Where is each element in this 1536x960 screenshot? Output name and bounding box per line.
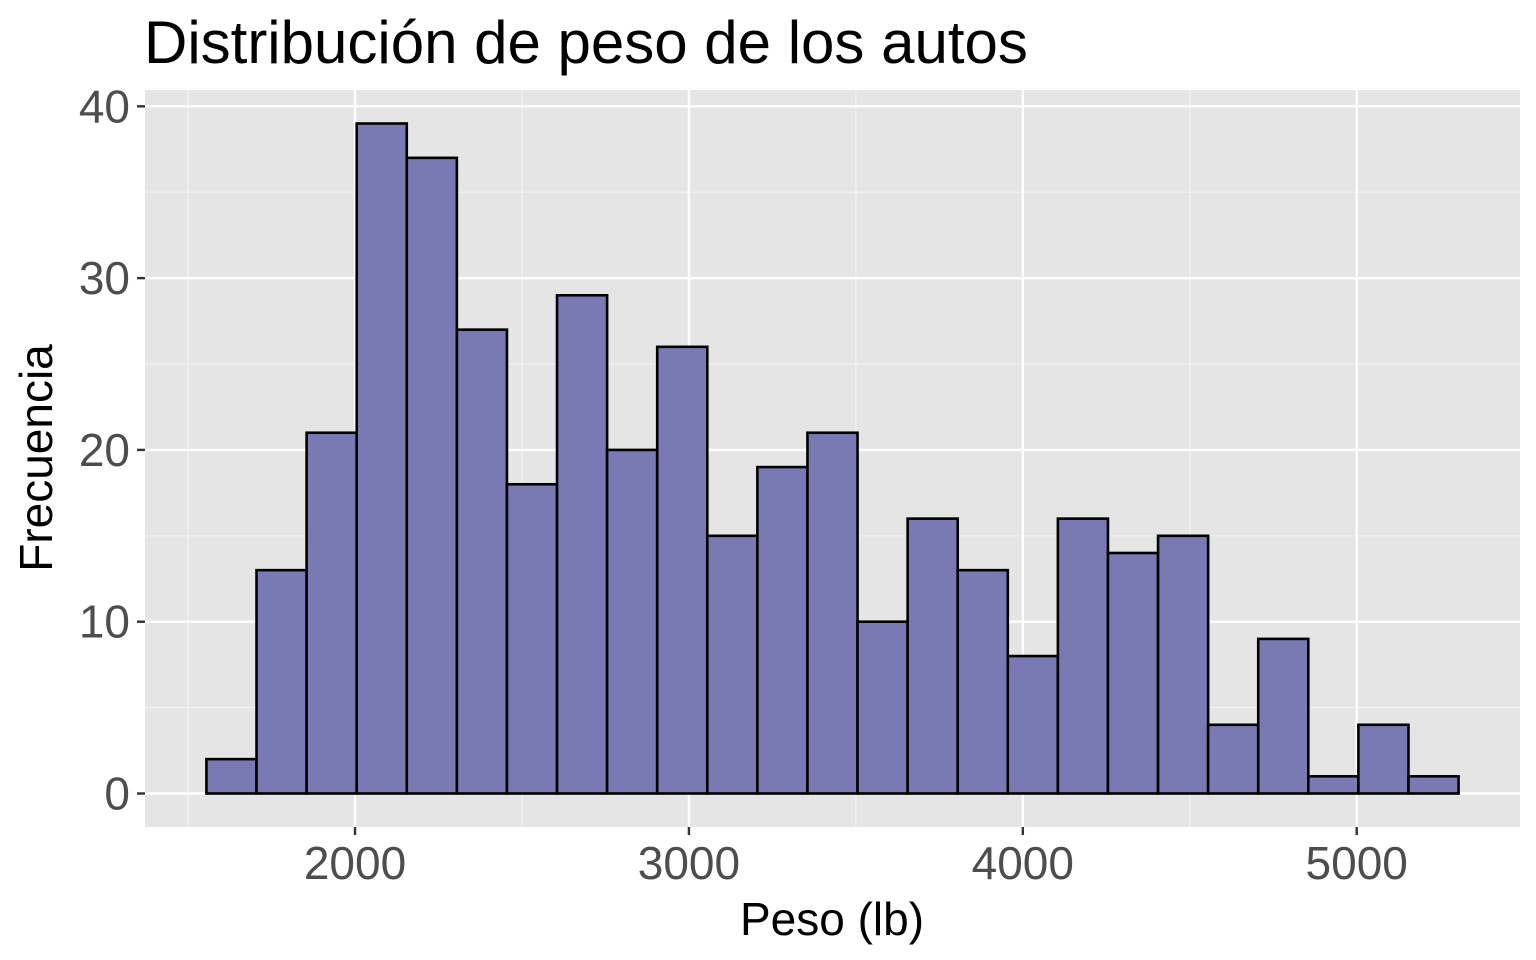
histogram-bar-1 bbox=[255, 568, 308, 795]
histogram-bar-14 bbox=[906, 517, 960, 795]
histogram-bar-4 bbox=[405, 156, 459, 795]
histogram-bar-7 bbox=[555, 293, 609, 795]
x-axis: 2000 3000 4000 5000 bbox=[304, 827, 1408, 889]
histogram-bar-18 bbox=[1106, 551, 1160, 795]
histogram-bar-8 bbox=[605, 448, 659, 795]
y-axis-title: Frecuencia bbox=[10, 344, 62, 572]
y-tick-label-0: 0 bbox=[104, 768, 130, 820]
x-tick-label-3: 5000 bbox=[1306, 837, 1408, 889]
chart-title: Distribución de peso de los autos bbox=[144, 9, 1028, 76]
histogram-bar-24 bbox=[1407, 775, 1460, 795]
x-tick-label-1: 3000 bbox=[638, 837, 740, 889]
histogram-bar-21 bbox=[1256, 637, 1310, 795]
histogram-bar-19 bbox=[1156, 534, 1210, 795]
histogram-bar-6 bbox=[505, 482, 559, 795]
histogram-bars bbox=[205, 122, 1460, 795]
histogram-bar-9 bbox=[655, 345, 709, 795]
x-tick-label-2: 4000 bbox=[972, 837, 1074, 889]
histogram-bar-0 bbox=[205, 757, 258, 795]
histogram-bar-23 bbox=[1357, 723, 1410, 795]
y-tick-label-1: 10 bbox=[79, 596, 130, 648]
x-tick-label-0: 2000 bbox=[304, 837, 406, 889]
histogram-bar-22 bbox=[1307, 775, 1360, 795]
histogram-bar-11 bbox=[756, 465, 809, 795]
y-tick-label-2: 20 bbox=[79, 424, 130, 476]
histogram-bar-12 bbox=[806, 431, 859, 795]
histogram-bar-3 bbox=[355, 122, 409, 795]
y-axis: 0 10 20 30 40 bbox=[79, 80, 145, 820]
histogram-bar-16 bbox=[1006, 654, 1060, 795]
histogram-bar-13 bbox=[856, 620, 909, 795]
histogram-bar-17 bbox=[1056, 517, 1110, 795]
histogram-bar-10 bbox=[705, 534, 759, 795]
histogram-bar-5 bbox=[455, 328, 509, 795]
histogram-bar-20 bbox=[1206, 723, 1260, 795]
x-axis-title: Peso (lb) bbox=[740, 893, 924, 945]
y-tick-label-3: 30 bbox=[79, 252, 130, 304]
histogram-bar-2 bbox=[305, 431, 358, 795]
histogram-bar-15 bbox=[956, 568, 1010, 795]
y-tick-label-4: 40 bbox=[79, 80, 130, 132]
